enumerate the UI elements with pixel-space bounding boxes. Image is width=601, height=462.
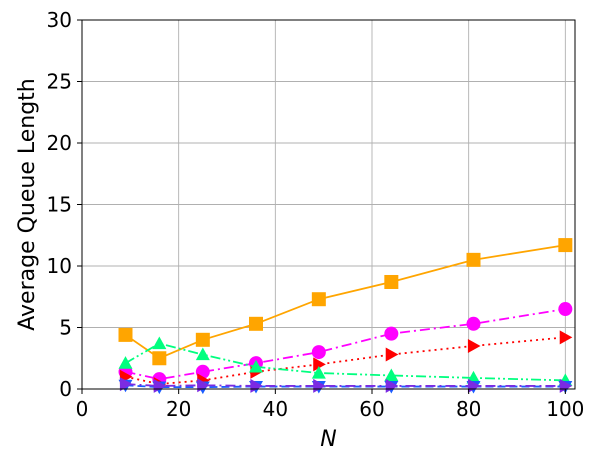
marker-triangle-up	[152, 336, 167, 350]
series-4	[118, 336, 573, 386]
y-tick-label: 0	[59, 377, 72, 401]
marker-circle	[466, 316, 481, 331]
marker-square	[311, 292, 326, 307]
series-line	[125, 383, 566, 387]
marker-triangle-up	[249, 359, 263, 373]
marker-triangle-right	[119, 377, 133, 392]
x-tick-label: 80	[456, 397, 481, 421]
marker-square	[118, 327, 133, 342]
series-1	[118, 238, 573, 366]
series-3	[119, 330, 573, 392]
x-tick-label: 100	[546, 397, 584, 421]
marker-square	[195, 332, 210, 347]
marker-square	[558, 238, 573, 253]
marker-square	[249, 316, 263, 331]
series-line	[125, 342, 566, 382]
y-tick-label: 25	[47, 70, 72, 94]
marker-circle	[558, 302, 573, 317]
marker-square	[466, 252, 481, 267]
marker-triangle-up	[384, 368, 399, 382]
x-tick-label: 40	[263, 397, 288, 421]
series-layer	[118, 238, 573, 395]
series-line	[125, 308, 566, 381]
y-tick-label: 30	[47, 8, 72, 32]
marker-triangle-right	[559, 330, 573, 345]
y-axis-label: Average Queue Length	[15, 78, 40, 330]
x-tick-label: 60	[359, 397, 384, 421]
marker-square	[152, 351, 167, 366]
y-tick-label: 20	[47, 131, 72, 155]
marker-circle	[384, 326, 399, 341]
grid	[81, 19, 575, 390]
ticks: 0 20 40 60 80 100 0 5 10 15 20 25 30	[47, 8, 585, 421]
x-tick-label: 0	[76, 397, 89, 421]
marker-triangle-up	[311, 366, 326, 379]
marker-triangle-right	[313, 357, 326, 372]
series-line	[124, 244, 566, 360]
marker-square	[384, 274, 399, 289]
marker-triangle-up	[195, 347, 210, 361]
marker-circle	[311, 345, 326, 360]
series-2	[118, 302, 573, 387]
series-line	[125, 336, 566, 385]
y-tick-label: 5	[59, 316, 72, 340]
x-axis-label: N	[320, 427, 336, 452]
marker-triangle-up	[118, 356, 133, 369]
x-tick-label: 20	[166, 397, 191, 421]
y-tick-label: 15	[47, 193, 72, 217]
marker-triangle-right	[385, 347, 399, 362]
y-tick-label: 10	[47, 254, 72, 278]
marker-triangle-right	[467, 338, 481, 353]
